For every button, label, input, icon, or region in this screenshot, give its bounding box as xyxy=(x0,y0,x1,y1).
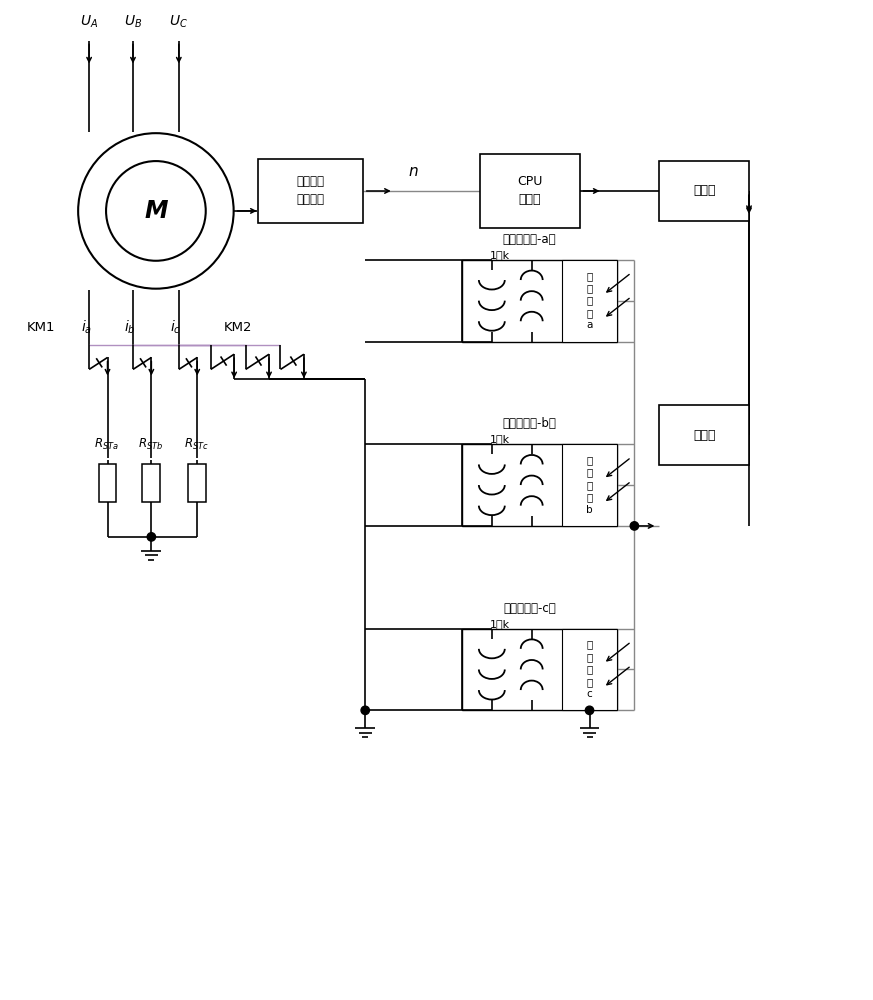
Bar xyxy=(462,629,617,710)
Circle shape xyxy=(585,706,594,715)
Bar xyxy=(462,260,617,342)
Text: KM2: KM2 xyxy=(223,321,252,334)
Text: 1：k: 1：k xyxy=(490,250,510,260)
Circle shape xyxy=(630,522,638,530)
Bar xyxy=(142,464,161,502)
Text: $U_A$: $U_A$ xyxy=(80,13,98,30)
Text: $R_{STb}$: $R_{STb}$ xyxy=(138,437,163,452)
Text: 升压变压器-a相: 升压变压器-a相 xyxy=(503,233,556,246)
Text: 转子转速
测量电路: 转子转速 测量电路 xyxy=(297,175,325,206)
Text: 驱动器: 驱动器 xyxy=(693,184,715,197)
Text: 可
调
电
容
a: 可 调 电 容 a xyxy=(587,271,593,330)
Text: $R_{STc}$: $R_{STc}$ xyxy=(184,437,209,452)
Text: 执行器: 执行器 xyxy=(693,429,715,442)
Bar xyxy=(258,159,363,223)
Text: $U_C$: $U_C$ xyxy=(169,13,189,30)
Bar xyxy=(561,260,617,342)
Text: CPU
控制器: CPU 控制器 xyxy=(517,175,542,206)
Bar xyxy=(561,444,617,526)
Bar xyxy=(659,161,749,221)
Bar xyxy=(462,444,617,526)
Text: 可
调
电
容
b: 可 调 电 容 b xyxy=(586,455,593,515)
Text: 1：k: 1：k xyxy=(490,434,510,444)
Text: $i_a$: $i_a$ xyxy=(80,319,92,336)
Bar xyxy=(659,405,749,465)
Text: 升压变压器-b相: 升压变压器-b相 xyxy=(503,417,557,430)
Bar xyxy=(480,154,580,228)
Text: $i_b$: $i_b$ xyxy=(124,319,136,336)
Text: $U_B$: $U_B$ xyxy=(124,13,142,30)
Bar xyxy=(189,464,206,502)
Text: 可
调
电
容
c: 可 调 电 容 c xyxy=(587,640,593,699)
Text: KM1: KM1 xyxy=(27,321,56,334)
Circle shape xyxy=(361,706,369,715)
Circle shape xyxy=(148,533,155,541)
Text: $R_{STa}$: $R_{STa}$ xyxy=(94,437,119,452)
Text: $i_c$: $i_c$ xyxy=(170,319,182,336)
Text: M: M xyxy=(144,199,168,223)
Text: 升压变压器-c相: 升压变压器-c相 xyxy=(504,602,556,615)
Text: 1：k: 1：k xyxy=(490,619,510,629)
Bar xyxy=(561,629,617,710)
Text: $n$: $n$ xyxy=(408,164,419,179)
Bar xyxy=(99,464,116,502)
